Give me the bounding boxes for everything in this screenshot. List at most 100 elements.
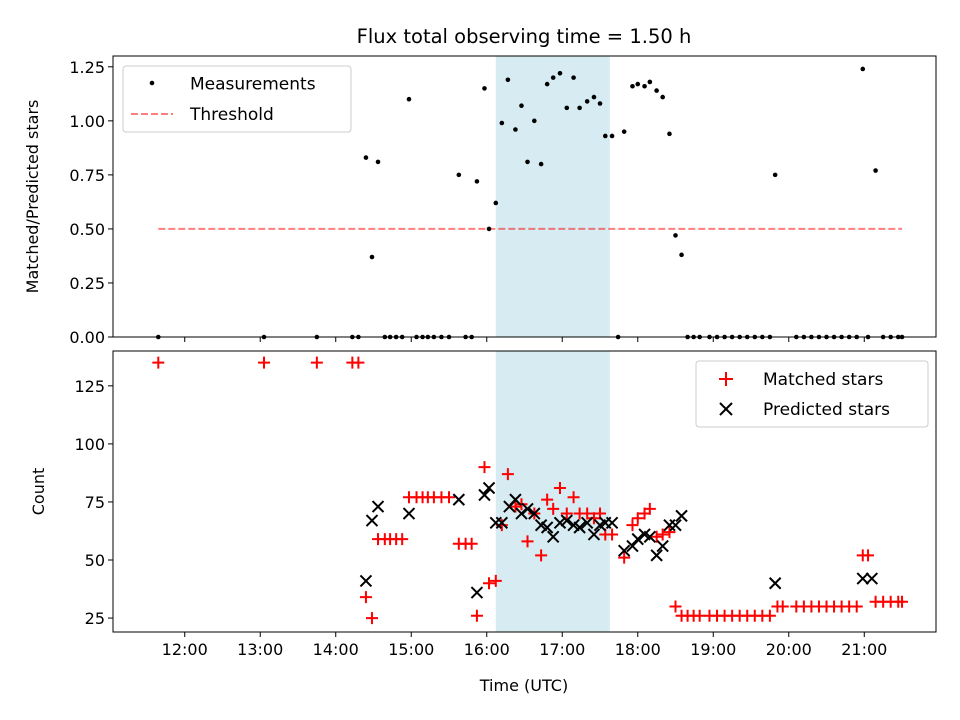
- matched-star-point: [470, 609, 483, 622]
- matched-star-point: [663, 526, 676, 539]
- matched-star-point: [465, 537, 478, 550]
- measurement-point: [564, 105, 570, 111]
- measurement-point: [772, 172, 778, 178]
- measurement-point: [519, 103, 524, 109]
- y-tick-label: 1.25: [69, 58, 105, 77]
- predicted-star-point: [359, 574, 373, 588]
- matched-star-point: [587, 512, 600, 525]
- x-tick-label: 15:00: [388, 640, 434, 659]
- matched-star-point: [618, 551, 631, 564]
- matched-star-point: [650, 530, 663, 543]
- top-panel-marks: [156, 66, 905, 340]
- bottom-panel-y-ticks: 25 50 75 100 125: [74, 377, 113, 628]
- predicted-star-point: [521, 502, 534, 516]
- matched-star-point: [606, 528, 619, 541]
- matched-star-point: [478, 461, 491, 474]
- predicted-star-point: [768, 577, 782, 590]
- matched-star-point: [862, 549, 875, 562]
- measurement-point: [621, 129, 627, 134]
- measurement-point: [609, 133, 615, 139]
- measurement-point: [538, 161, 544, 167]
- measurement-point: [635, 81, 641, 87]
- measurement-point: [486, 226, 492, 232]
- measurement-point: [544, 81, 550, 87]
- chart-title: Flux total observing time = 1.50 h: [357, 25, 692, 48]
- measurement-point: [673, 233, 678, 238]
- top-panel: 0.00 0.25 0.50 0.75 1.00 1.25 Matched/Predict…: [23, 55, 937, 347]
- predicted-star-point: [650, 549, 663, 562]
- predicted-star-point: [856, 572, 869, 585]
- top-panel-y-ticks: 0.00 0.25 0.50 0.75 1.00 1.25: [69, 58, 113, 347]
- matched-star-point: [352, 356, 365, 369]
- measurement-point: [597, 101, 603, 106]
- y-tick-label: 125: [74, 377, 105, 396]
- top-panel-span: [495, 56, 610, 337]
- matched-star-point: [442, 491, 455, 504]
- measurement-point: [591, 94, 597, 100]
- predicted-star-point: [402, 507, 416, 520]
- predicted-star-point: [478, 488, 491, 502]
- bottom-panel-y-axis-label: Count: [29, 468, 48, 516]
- matched-star-point: [152, 356, 165, 369]
- predicted-star-point: [631, 532, 644, 546]
- legend-threshold-label: Threshold: [189, 105, 274, 125]
- y-tick-label: 0.50: [69, 220, 105, 239]
- y-tick-label: 0.00: [69, 328, 105, 347]
- measurement-point: [406, 96, 412, 102]
- x-tick-label: 21:00: [841, 640, 887, 659]
- matched-star-point: [541, 493, 554, 506]
- matched-star-point: [365, 612, 378, 625]
- predicted-star-point: [546, 530, 560, 543]
- y-tick-label: 0.75: [69, 166, 105, 185]
- measurement-point: [482, 86, 487, 91]
- measurement-point: [667, 131, 672, 137]
- matched-star-point: [483, 577, 496, 590]
- matched-star-point: [567, 491, 580, 504]
- bottom-panel: 25 50 75 100 125 12:00 13:00 14:00 15:00 16:00 17…: [29, 350, 937, 695]
- legend-matched-marker: [719, 372, 733, 386]
- predicted-star-point: [587, 528, 601, 541]
- predicted-star-point: [669, 518, 682, 532]
- y-tick-label: 100: [74, 435, 105, 454]
- measurement-point: [513, 127, 518, 132]
- predicted-star-point: [540, 521, 554, 534]
- measurement-point: [557, 70, 563, 76]
- matched-star-point: [850, 600, 863, 613]
- measurement-point: [532, 118, 537, 124]
- measurement-point: [499, 120, 505, 126]
- measurement-point: [630, 83, 635, 89]
- predicted-star-point: [371, 500, 385, 513]
- measurement-point: [660, 94, 665, 100]
- predicted-star-point: [470, 586, 484, 599]
- predicted-star-point: [626, 539, 639, 553]
- predicted-star-point: [865, 572, 879, 585]
- matched-star-point: [560, 507, 573, 520]
- legend-predicted-label: Predicted stars: [763, 400, 890, 420]
- legend-predicted-marker: [719, 402, 733, 416]
- predicted-star-point: [553, 516, 567, 530]
- predicted-star-point: [605, 516, 619, 530]
- predicted-star-point: [528, 507, 541, 520]
- matched-star-point: [521, 535, 534, 548]
- predicted-star-point: [643, 530, 657, 543]
- x-tick-label: 16:00: [464, 640, 510, 659]
- predicted-star-point: [656, 539, 669, 553]
- matched-star-point: [547, 502, 560, 515]
- matched-star-point: [763, 609, 776, 622]
- matched-star-point: [896, 595, 909, 608]
- predicted-star-point: [560, 514, 573, 527]
- legend-measurements-label: Measurements: [190, 75, 316, 95]
- matched-star-point: [776, 600, 789, 613]
- legend-matched-label: Matched stars: [763, 370, 883, 390]
- predicted-star-point: [495, 516, 509, 530]
- measurement-point: [679, 252, 684, 258]
- measurement-point: [577, 105, 582, 111]
- x-tick-label: 19:00: [690, 640, 736, 659]
- top-panel-y-axis-label: Matched/Predicted stars: [23, 100, 42, 294]
- matched-star-point: [535, 549, 548, 562]
- matched-star-point: [626, 519, 639, 532]
- matched-star-point: [258, 356, 271, 369]
- measurement-point: [873, 168, 878, 173]
- measurement-point: [642, 83, 647, 89]
